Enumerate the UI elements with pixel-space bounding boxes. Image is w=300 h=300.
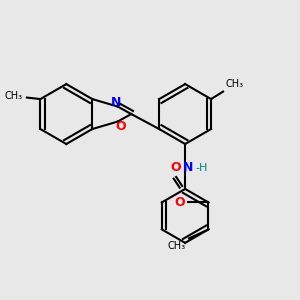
Text: CH₃: CH₃: [168, 242, 186, 251]
Text: N: N: [183, 161, 193, 175]
Text: CH₃: CH₃: [226, 79, 244, 89]
Text: O: O: [116, 119, 126, 133]
Text: -H: -H: [196, 163, 208, 173]
Text: O: O: [171, 161, 182, 175]
Text: O: O: [174, 196, 184, 209]
Text: CH₃: CH₃: [4, 91, 22, 101]
Text: N: N: [111, 96, 122, 109]
